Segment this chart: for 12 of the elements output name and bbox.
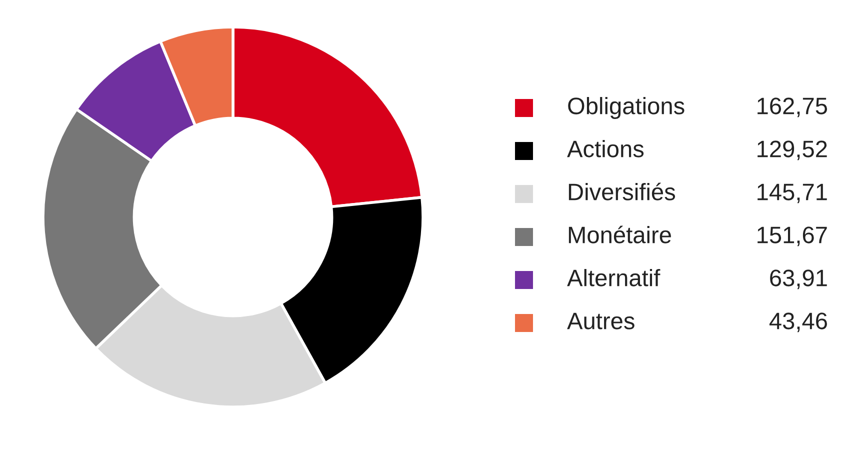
legend-label: Autres [567, 312, 634, 330]
data-label: 145,71 [758, 184, 827, 204]
legend-label: Alternatif [567, 268, 660, 286]
legend-label: Diversifiés [568, 182, 676, 200]
data-label: 63,91 [770, 270, 827, 290]
data-label: 43,46 [769, 312, 827, 332]
legend-label: Actions [567, 140, 644, 158]
legend-label: Monétaire [568, 226, 671, 244]
legend-label: Obligations [568, 96, 684, 120]
data-label: 162,75 [758, 98, 828, 118]
data-label: 129,52 [758, 140, 827, 160]
data-label: 151,67 [758, 226, 827, 246]
